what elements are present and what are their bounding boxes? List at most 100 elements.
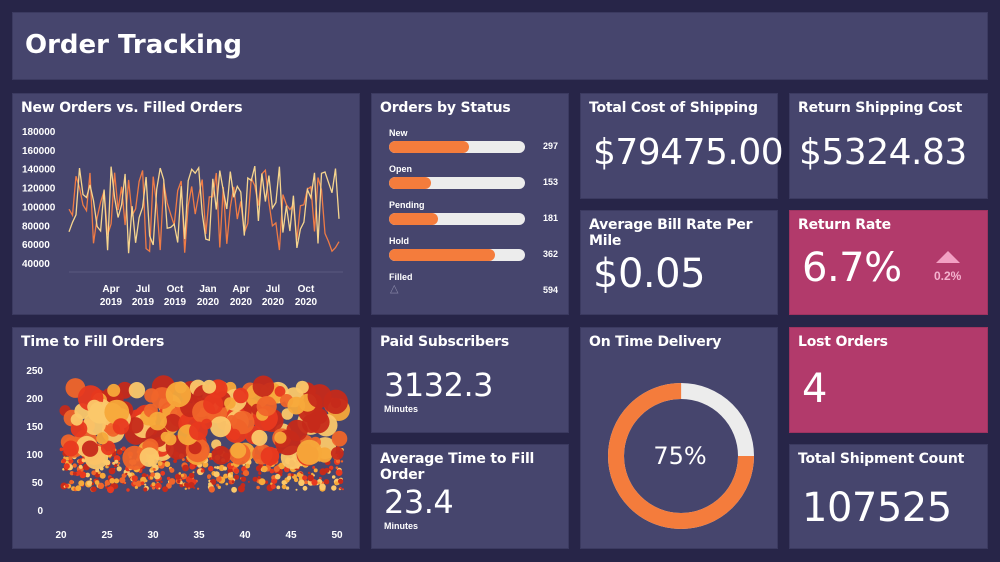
fill-bubble [64,483,69,488]
status-value: 153 [543,177,559,187]
fill-bubble [127,417,144,434]
fill-bubble [230,471,234,475]
fill-bubble [341,488,344,491]
fill-bubble [213,471,220,478]
status-row: New 297 [372,128,570,158]
header-bar: Order Tracking [12,12,988,80]
status-bar-track [389,249,525,261]
fill-bubble [225,482,229,486]
fill-bubble [59,447,64,452]
fill-bubble [140,481,145,485]
fill-bubble [154,482,162,490]
bill-rate-card: Average Bill Rate Per Mile $0.05 [580,210,778,315]
fill-bubble [189,463,196,470]
return-rate-value: 6.7% [802,245,902,291]
fill-bubble [311,479,318,486]
fill-bubble [233,387,249,404]
fill-bubble [269,468,275,474]
fill-bubble [240,483,246,488]
total-cost-value: $79475.00 [593,132,784,173]
fill-bubble [208,486,215,493]
fill-bubble [298,479,305,486]
avg-fill-value: 23.4 [384,483,454,521]
fill-bubble [335,469,343,476]
fill-bubble [97,482,105,489]
fill-chart-title: Time to Fill Orders [21,334,165,350]
fill-bubble [189,421,208,441]
fill-bubble [113,463,118,468]
fill-bubble [233,474,240,480]
fill-bubble [257,475,261,479]
fill-bubble [286,475,292,481]
orders-x-tick: 2019 [100,297,123,308]
fill-bubble [150,472,156,477]
fill-bubble [274,473,281,480]
fill-chart-panel: Time to Fill Orders 250 200 150 100 50 0 20 25 3… [12,327,360,549]
orders-chart-title: New Orders vs. Filled Orders [21,100,243,116]
status-bar-fill [389,141,470,153]
fill-bubble [96,432,109,445]
ontime-donut [608,383,754,529]
fill-bubble [247,480,250,483]
fill-bubble [160,480,163,484]
status-label: Pending [389,200,425,210]
fill-y-tick: 200 [26,394,43,405]
fill-bubble [192,471,195,474]
avg-fill-title: Average Time to Fill Order [380,451,535,483]
status-row: Hold 362 [372,236,570,266]
fill-bubble [117,464,120,467]
fill-bubble-chart: 250 200 150 100 50 0 20 25 30 35 40 45 50 [26,366,350,541]
fill-x-tick: 45 [285,530,297,541]
fill-bubble [208,465,214,472]
fill-bubble [200,469,205,473]
fill-bubble [256,396,277,417]
fill-bubble [148,411,167,431]
fill-bubble [323,479,330,485]
orders-y-tick: 160000 [22,146,56,157]
fill-bubble [252,375,275,398]
orders-x-tick: Jul [136,284,151,295]
fill-bubble [139,447,160,467]
fill-y-tick: 0 [37,506,43,517]
fill-x-tick: 50 [331,530,343,541]
status-value: 181 [543,213,559,223]
orders-y-tick: 80000 [22,221,50,232]
status-value: 297 [543,141,559,151]
fill-bubble [151,482,156,487]
fill-bubble [223,466,227,471]
fill-bubble [281,480,287,485]
fill-bubble [69,471,75,476]
fill-bubble [75,485,82,492]
status-value: 362 [543,249,559,259]
fill-bubble [133,481,137,485]
orders-line-chart: 180000 160000 140000 120000 100000 80000 60000… [22,127,343,308]
fill-bubble [271,479,277,484]
paid-subscribers-unit: Minutes [384,404,419,414]
fill-bubble [107,486,114,494]
return-rate-card: Return Rate 6.7% 0.2% [789,210,988,315]
fill-bubble [313,468,318,473]
fill-bubble [256,485,260,490]
orders-x-tick: 2019 [164,297,187,308]
fill-bubble [216,476,222,482]
fill-bubble [131,475,138,482]
fill-bubble [224,397,236,409]
fill-bubble [258,471,262,475]
fill-bubble [202,379,217,394]
fill-bubble [318,476,322,480]
fill-bubble [140,476,147,484]
fill-bubble [81,440,99,457]
status-label: Hold [389,236,409,246]
return-rate-delta: 0.2% [934,269,962,283]
fill-bubble [112,461,116,465]
fill-bubble [273,465,280,472]
fill-bubble [312,466,316,469]
paid-subscribers-value: 3132.3 [384,366,493,404]
fill-bubble [128,382,146,399]
fill-bubble [68,458,74,464]
fill-bubble [264,480,269,484]
fill-bubble [180,473,184,477]
fill-bubble [188,482,195,489]
fill-y-tick: 150 [26,422,43,433]
ontime-value: 75% [653,442,707,470]
